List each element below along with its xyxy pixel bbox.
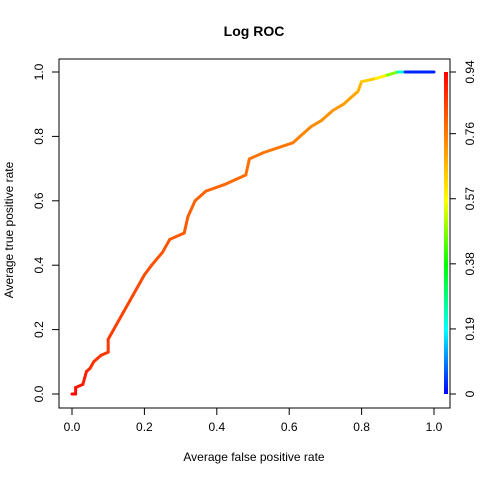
roc-segment [161,237,172,254]
colorbar-tick-label: 0.38 [463,252,477,276]
roc-segment [309,118,324,129]
roc-curve [70,70,436,396]
x-axis: 0.0 0.2 0.4 0.6 0.8 1.0 [64,407,443,434]
x-tick-label: 0.6 [281,420,298,434]
colorbar-tick-label: 0.94 [463,60,477,84]
roc-segment [121,299,132,315]
roc-segment [135,273,146,290]
roc-segment [193,189,208,203]
x-tick-label: 0.4 [208,420,225,434]
roc-segment [142,263,154,277]
roc-segment [244,157,251,177]
colorbar-tick-label: 0.76 [463,122,477,146]
y-tick-label: 0.6 [32,192,46,209]
roc-segment [291,134,302,145]
roc-segment [106,324,117,341]
roc-segment [113,312,125,328]
roc-segment [247,151,266,161]
y-axis: 0.0 0.2 0.4 0.6 0.8 1.0 [32,63,60,402]
colorbar-tick-label: 0 [463,390,477,397]
roc-segment [374,73,389,80]
roc-segment [385,70,400,77]
roc-segment [262,141,295,154]
y-tick-label: 0.0 [32,385,46,402]
roc-segment [356,80,364,93]
colorbar-tick-label: 0.19 [463,317,477,341]
roc-segment [150,250,164,267]
roc-segment [186,199,197,219]
roc-segment [298,125,313,138]
roc-segment [349,89,360,100]
x-tick-label: 0.2 [136,420,153,434]
y-tick-label: 1.0 [32,63,46,80]
chart-title: Log ROC [224,23,285,39]
roc-segment [168,231,186,241]
roc-segment [204,183,226,193]
colorbar-tick-label: 0.57 [463,187,477,211]
roc-segment [128,286,139,303]
roc-segment [360,76,378,84]
x-tick-label: 1.0 [426,420,443,434]
roc-segment [222,173,248,187]
x-tick-label: 0.8 [353,420,370,434]
roc-segment [331,102,345,113]
colorbar-axis: 0 0.19 0.38 0.57 0.76 0.94 [449,60,477,397]
roc-segment [182,215,190,235]
roc-segment [81,369,88,386]
x-axis-label: Average false positive rate [183,450,325,464]
y-tick-label: 0.8 [32,128,46,145]
roc-segment [342,96,353,106]
colorbar [444,72,448,394]
plot-frame [58,58,451,409]
y-tick-label: 0.2 [32,321,46,338]
x-tick-label: 0.0 [64,420,81,434]
roc-segment [92,353,103,364]
roc-segment [320,109,335,122]
y-axis-label: Average true positive rate [2,161,16,298]
y-tick-label: 0.4 [32,257,46,274]
